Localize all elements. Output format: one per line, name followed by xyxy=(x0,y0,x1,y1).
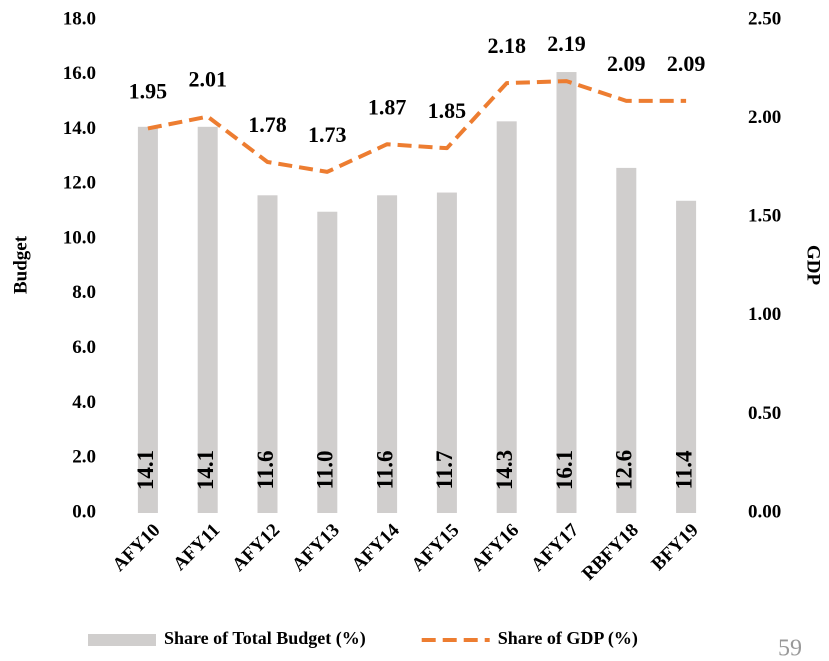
y-tick-label: 8.0 xyxy=(72,282,96,303)
bar xyxy=(317,211,338,513)
line-value-label: 1.95 xyxy=(129,79,168,104)
line-value-label: 2.09 xyxy=(607,51,646,76)
y2-tick-label: 2.00 xyxy=(748,107,781,128)
line-value-label: 2.09 xyxy=(667,51,706,76)
line xyxy=(147,79,687,174)
bar-value-label: 11.6 xyxy=(372,451,397,490)
bar-value-label: 11.0 xyxy=(313,451,338,490)
bar xyxy=(197,126,218,514)
legend-label: Share of GDP (%) xyxy=(498,628,638,649)
y-tick-label: 16.0 xyxy=(63,63,96,84)
bar-value-label: 11.7 xyxy=(432,451,457,490)
x-tick-label: AFY10 xyxy=(109,520,165,576)
bar-value-label: 14.3 xyxy=(492,450,517,490)
bar-value-label: 14.1 xyxy=(193,450,218,490)
bar xyxy=(137,126,158,514)
y-tick-label: 12.0 xyxy=(63,173,96,194)
y2-tick-label: 2.50 xyxy=(748,8,781,29)
bar xyxy=(556,72,577,514)
bar xyxy=(377,195,398,514)
x-tick-label: AFY14 xyxy=(348,519,404,575)
y-tick-label: 0.0 xyxy=(72,501,96,522)
x-tick-label: AFY16 xyxy=(467,520,523,576)
y-tick-label: 4.0 xyxy=(72,392,96,413)
y-tick-label: 14.0 xyxy=(63,118,96,139)
bar xyxy=(616,167,637,513)
x-tick-label: RBFY18 xyxy=(578,520,643,585)
y-tick-label: 10.0 xyxy=(63,227,96,248)
y-tick-label: 6.0 xyxy=(72,337,96,358)
line-value-label: 1.87 xyxy=(368,94,407,119)
bar-value-label: 12.6 xyxy=(612,450,637,490)
x-tick-label: BFY19 xyxy=(648,520,703,575)
legend-label: Share of Total Budget (%) xyxy=(164,628,366,649)
y-tick-label: 18.0 xyxy=(63,8,96,29)
bar xyxy=(676,200,697,513)
line-value-label: 1.85 xyxy=(428,98,467,123)
line-value-label: 2.18 xyxy=(487,33,526,58)
bar-value-label: 11.6 xyxy=(253,451,278,490)
bar-value-label: 11.4 xyxy=(671,450,696,489)
bar-value-label: 16.1 xyxy=(552,450,577,490)
line-value-label: 1.73 xyxy=(308,122,347,147)
legend-swatch xyxy=(88,634,156,646)
y2-tick-label: 0.00 xyxy=(748,501,781,522)
x-tick-label: AFY17 xyxy=(527,519,583,575)
x-tick-label: AFY13 xyxy=(288,520,344,576)
y2-tick-label: 1.00 xyxy=(748,304,781,325)
x-tick-label: AFY11 xyxy=(169,520,224,575)
y-axis-title: Budget xyxy=(10,235,31,294)
y2-axis-title: GDP xyxy=(803,245,824,286)
x-tick-label: AFY12 xyxy=(228,520,284,576)
page-number: 59 xyxy=(778,636,802,661)
line-value-label: 2.01 xyxy=(188,67,227,92)
x-tick-label: AFY15 xyxy=(408,520,464,576)
line-value-label: 2.19 xyxy=(547,31,586,56)
bar-value-label: 14.1 xyxy=(133,450,158,490)
bar xyxy=(496,121,517,513)
y-tick-label: 2.0 xyxy=(72,447,96,468)
y2-tick-label: 1.50 xyxy=(748,206,781,227)
y2-tick-label: 0.50 xyxy=(748,403,781,424)
bar xyxy=(436,192,457,514)
line-value-label: 1.78 xyxy=(248,112,287,137)
bar xyxy=(257,195,278,514)
